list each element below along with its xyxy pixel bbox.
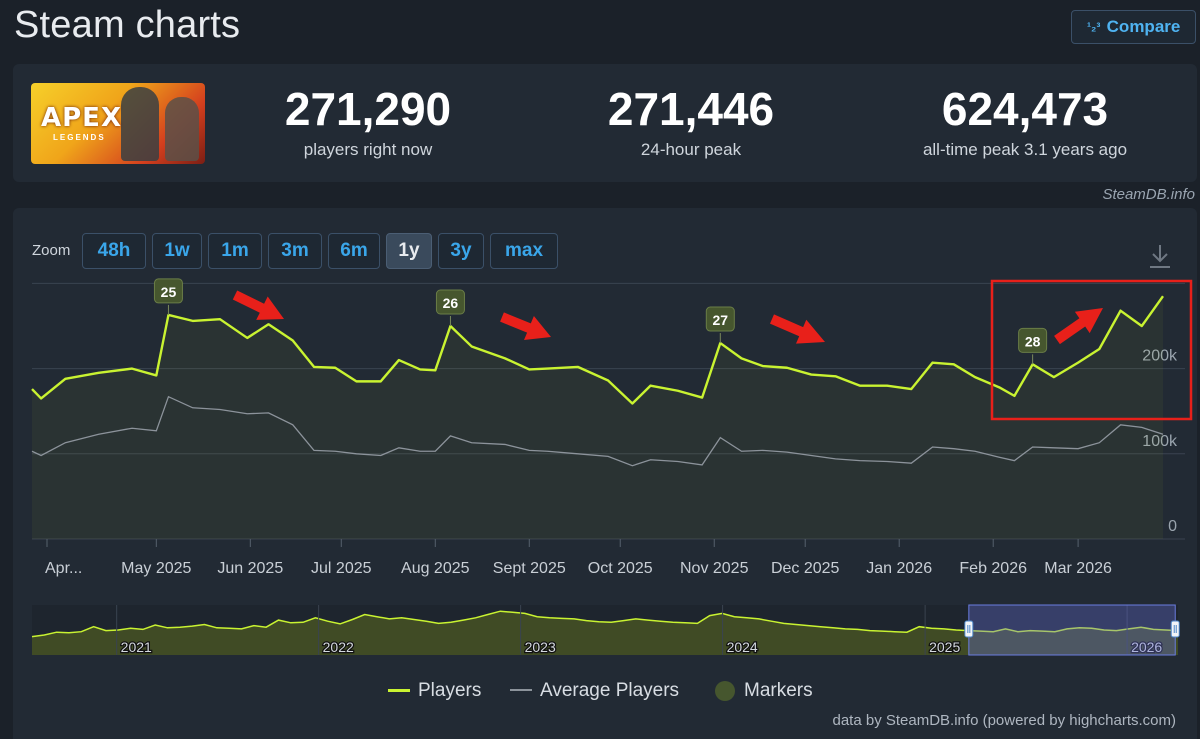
game-logo: APEX xyxy=(41,103,122,133)
players-line-swatch-icon xyxy=(388,689,410,692)
stat-label: players right now xyxy=(303,140,433,159)
zoom-button-3m[interactable]: 3m xyxy=(268,233,322,269)
navigator-line xyxy=(31,610,1179,638)
season-marker-label: 27 xyxy=(713,312,729,328)
season-marker-label: 26 xyxy=(443,295,459,311)
red-arrow-icon xyxy=(1054,308,1103,345)
legend-item-players[interactable]: Players xyxy=(388,680,481,702)
season-marker[interactable]: 26 xyxy=(435,289,465,326)
highlight-box xyxy=(990,279,1193,421)
x-tick-label: Nov 2025 xyxy=(680,560,749,577)
game-cover-image[interactable]: APEX LEGENDS xyxy=(31,83,205,164)
x-tick-label: Oct 2025 xyxy=(588,560,653,577)
navigator-handle[interactable] xyxy=(964,620,974,638)
average-line-swatch-icon xyxy=(510,689,532,691)
y-tick-label: 0 xyxy=(1168,518,1177,535)
stat-value: 271,290 xyxy=(284,83,452,135)
navigator-year-label: 2021 xyxy=(121,639,152,655)
character-figure xyxy=(165,97,199,161)
stat-current-players: 271,290 players right now xyxy=(268,84,468,160)
stat-label: all-time peak 3.1 years ago xyxy=(922,140,1128,159)
season-marker[interactable]: 28 xyxy=(1018,327,1048,365)
x-tick-label: Jan 2026 xyxy=(866,560,932,577)
x-tick-label: May 2025 xyxy=(121,560,191,577)
x-tick-label: Mar 2026 xyxy=(1044,560,1112,577)
x-tick-label: Dec 2025 xyxy=(771,560,840,577)
navigator-year-label: 2022 xyxy=(323,639,354,655)
players-area xyxy=(32,296,1163,539)
season-marker-label: 28 xyxy=(1025,333,1041,349)
red-arrow-icon xyxy=(770,314,825,344)
stats-panel: APEX LEGENDS 271,290 players right now 2… xyxy=(13,64,1197,182)
zoom-button-1m[interactable]: 1m xyxy=(208,233,262,269)
zoom-label: Zoom xyxy=(32,242,71,259)
navigator-year-label: 2026 xyxy=(1131,639,1162,655)
zoom-button-max[interactable]: max xyxy=(490,233,558,269)
zoom-button-1y[interactable]: 1y xyxy=(386,233,432,269)
ranking-numbers-icon: ¹₂³ xyxy=(1086,20,1101,34)
steamdb-credit[interactable]: SteamDB.info xyxy=(1102,186,1195,203)
stat-value: 624,473 xyxy=(941,83,1109,135)
stat-value: 271,446 xyxy=(607,83,775,135)
game-logo-sub: LEGENDS xyxy=(53,133,106,142)
season-marker-label: 25 xyxy=(161,284,177,300)
zoom-button-3y[interactable]: 3y xyxy=(438,233,484,269)
x-tick-label: Apr... xyxy=(45,560,82,577)
navigator-year-label: 2025 xyxy=(929,639,960,655)
red-arrow-icon xyxy=(232,290,284,320)
x-tick-label: Jun 2025 xyxy=(217,560,283,577)
stat-label: 24-hour peak xyxy=(640,140,742,159)
season-marker[interactable]: 25 xyxy=(153,278,183,315)
average-players-line xyxy=(31,395,1164,467)
stat-all-time-peak: 624,473 all-time peak 3.1 years ago xyxy=(885,84,1165,160)
x-tick-label: Feb 2026 xyxy=(959,560,1027,577)
download-icon[interactable] xyxy=(1148,243,1172,269)
character-figure xyxy=(121,87,159,161)
navigator-selection[interactable] xyxy=(968,604,1176,656)
legend-label: Players xyxy=(418,680,482,701)
zoom-button-6m[interactable]: 6m xyxy=(328,233,380,269)
x-tick-label: Sept 2025 xyxy=(493,560,566,577)
x-tick-label: Jul 2025 xyxy=(311,560,372,577)
y-tick-label: 200k xyxy=(1142,348,1178,365)
y-tick-label: 100k xyxy=(1142,433,1178,450)
zoom-button-1w[interactable]: 1w xyxy=(152,233,202,269)
zoom-button-48h[interactable]: 48h xyxy=(82,233,146,269)
marker-dot-icon xyxy=(715,681,735,701)
stat-24h-peak: 271,446 24-hour peak xyxy=(591,84,791,160)
season-marker[interactable]: 27 xyxy=(705,306,735,344)
footer-credit[interactable]: data by SteamDB.info (powered by highcha… xyxy=(832,712,1177,729)
compare-button[interactable]: ¹₂³ Compare xyxy=(1071,10,1196,44)
page-title: Steam charts xyxy=(14,4,241,46)
legend-label: Markers xyxy=(744,680,813,701)
legend-item-average[interactable]: Average Players xyxy=(510,680,679,702)
red-arrow-icon xyxy=(500,312,551,340)
x-tick-label: Aug 2025 xyxy=(401,560,470,577)
compare-label: Compare xyxy=(1106,17,1181,36)
legend-item-markers[interactable]: Markers xyxy=(714,680,813,702)
navigator-year-label: 2024 xyxy=(727,639,758,655)
legend-label: Average Players xyxy=(540,680,680,701)
navigator-handle[interactable] xyxy=(1170,620,1180,638)
navigator-year-label: 2023 xyxy=(525,639,556,655)
